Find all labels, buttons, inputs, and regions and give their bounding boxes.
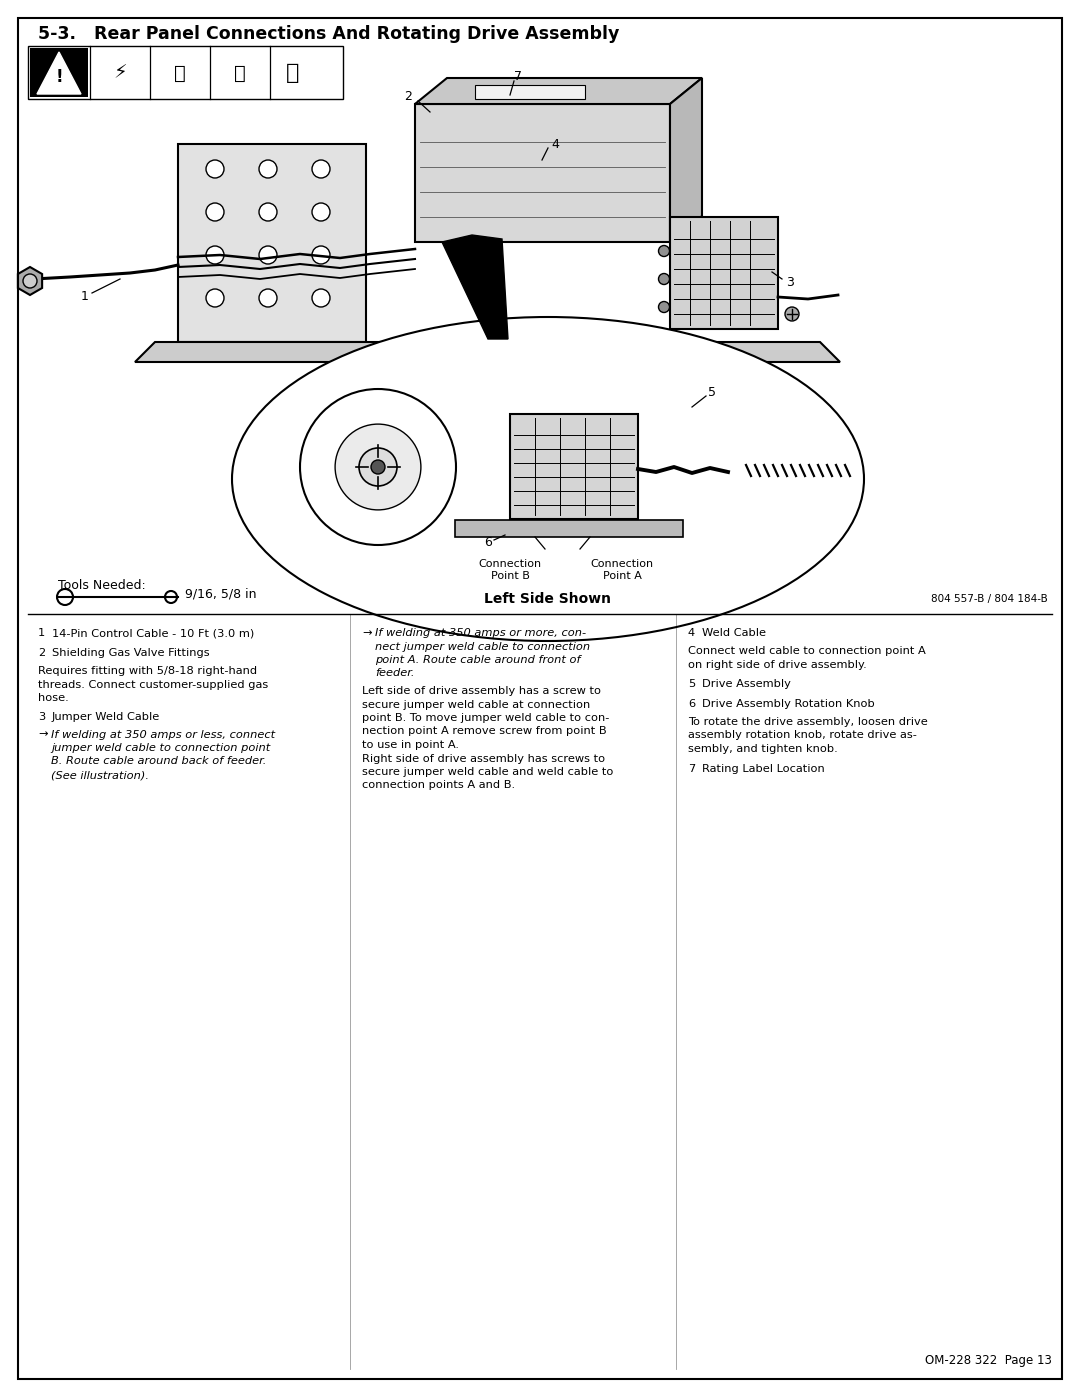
Text: point B. To move jumper weld cable to con-: point B. To move jumper weld cable to co…: [362, 712, 609, 724]
Text: 3: 3: [786, 275, 794, 289]
Text: Jumper Weld Cable: Jumper Weld Cable: [52, 711, 160, 721]
Text: (See illustration).: (See illustration).: [51, 770, 149, 780]
Text: nection point A remove screw from point B: nection point A remove screw from point …: [362, 726, 607, 736]
Text: secure jumper weld cable at connection: secure jumper weld cable at connection: [362, 700, 591, 710]
Polygon shape: [670, 78, 702, 242]
Bar: [415, 103, 670, 242]
Text: Tools Needed:: Tools Needed:: [58, 578, 146, 592]
Text: threads. Connect customer-supplied gas: threads. Connect customer-supplied gas: [38, 679, 268, 690]
Text: on right side of drive assembly.: on right side of drive assembly.: [688, 659, 867, 669]
Text: To rotate the drive assembly, loosen drive: To rotate the drive assembly, loosen dri…: [688, 717, 928, 726]
Text: 2: 2: [38, 648, 45, 658]
Circle shape: [312, 246, 330, 264]
Circle shape: [659, 274, 670, 285]
Bar: [30, 47, 87, 96]
Text: →: →: [362, 629, 372, 638]
Text: 14-Pin Control Cable - 10 Ft (3.0 m): 14-Pin Control Cable - 10 Ft (3.0 m): [52, 629, 254, 638]
Circle shape: [206, 289, 224, 307]
Text: 5: 5: [708, 387, 716, 400]
Text: 7: 7: [688, 764, 696, 774]
Circle shape: [57, 590, 73, 605]
Bar: [455, 520, 683, 536]
Circle shape: [259, 246, 276, 264]
Text: 1: 1: [38, 629, 45, 638]
Text: feeder.: feeder.: [375, 669, 415, 679]
Polygon shape: [442, 235, 508, 339]
Text: 7: 7: [514, 70, 522, 84]
Bar: [670, 217, 778, 330]
Circle shape: [312, 203, 330, 221]
Text: hose.: hose.: [38, 693, 69, 703]
Text: jumper weld cable to connection point: jumper weld cable to connection point: [51, 743, 270, 753]
Circle shape: [206, 246, 224, 264]
Circle shape: [259, 203, 276, 221]
Text: 5: 5: [688, 679, 696, 689]
Text: !: !: [55, 68, 63, 87]
Text: Connect weld cable to connection point A: Connect weld cable to connection point A: [688, 645, 926, 657]
Polygon shape: [415, 78, 702, 103]
Polygon shape: [135, 342, 840, 362]
Bar: [178, 144, 366, 342]
Text: 🧑: 🧑: [234, 63, 246, 82]
Text: 6: 6: [688, 698, 696, 710]
Circle shape: [785, 307, 799, 321]
Text: 2: 2: [404, 91, 411, 103]
Bar: [28, 46, 343, 99]
Text: 1: 1: [81, 291, 89, 303]
Bar: [475, 85, 585, 99]
Text: assembly rotation knob, rotate drive as-: assembly rotation knob, rotate drive as-: [688, 731, 917, 740]
Text: sembly, and tighten knob.: sembly, and tighten knob.: [688, 745, 838, 754]
Text: 9/16, 5/8 in: 9/16, 5/8 in: [185, 588, 257, 601]
Text: connection points A and B.: connection points A and B.: [362, 781, 515, 791]
Circle shape: [206, 203, 224, 221]
Text: Connection
Point B: Connection Point B: [478, 559, 541, 581]
Text: 5-3.   Rear Panel Connections And Rotating Drive Assembly: 5-3. Rear Panel Connections And Rotating…: [38, 25, 619, 43]
Text: If welding at 350 amps or more, con-: If welding at 350 amps or more, con-: [375, 629, 586, 638]
Text: Drive Assembly Rotation Knob: Drive Assembly Rotation Knob: [702, 698, 875, 710]
Text: Drive Assembly: Drive Assembly: [702, 679, 791, 689]
Text: nect jumper weld cable to connection: nect jumper weld cable to connection: [375, 641, 590, 651]
Polygon shape: [18, 267, 42, 295]
Text: 4: 4: [688, 629, 696, 638]
Text: Left side of drive assembly has a screw to: Left side of drive assembly has a screw …: [362, 686, 600, 696]
Circle shape: [372, 460, 384, 474]
Text: B. Route cable around back of feeder.: B. Route cable around back of feeder.: [51, 757, 267, 767]
Circle shape: [659, 246, 670, 257]
Polygon shape: [37, 52, 81, 94]
Circle shape: [206, 161, 224, 177]
Circle shape: [259, 161, 276, 177]
Text: Rating Label Location: Rating Label Location: [702, 764, 825, 774]
Circle shape: [312, 161, 330, 177]
Text: Shielding Gas Valve Fittings: Shielding Gas Valve Fittings: [52, 648, 210, 658]
Text: Weld Cable: Weld Cable: [702, 629, 766, 638]
Text: 3: 3: [38, 711, 45, 721]
Bar: [510, 414, 638, 520]
Circle shape: [312, 289, 330, 307]
Text: 6: 6: [484, 535, 491, 549]
Text: point A. Route cable around front of: point A. Route cable around front of: [375, 655, 581, 665]
Text: Connection
Point A: Connection Point A: [591, 559, 653, 581]
Text: 804 557-B / 804 184-B: 804 557-B / 804 184-B: [931, 594, 1048, 604]
Circle shape: [23, 274, 37, 288]
Text: 〰: 〰: [286, 63, 299, 82]
Circle shape: [165, 591, 177, 604]
Text: Requires fitting with 5/8-18 right-hand: Requires fitting with 5/8-18 right-hand: [38, 666, 257, 676]
Circle shape: [335, 425, 421, 510]
Ellipse shape: [232, 317, 864, 641]
Text: If welding at 350 amps or less, connect: If welding at 350 amps or less, connect: [51, 729, 275, 739]
Text: →: →: [38, 729, 48, 739]
Text: to use in point A.: to use in point A.: [362, 740, 459, 750]
Text: 💥: 💥: [174, 63, 186, 82]
Text: ⚡: ⚡: [113, 63, 126, 82]
Text: Right side of drive assembly has screws to: Right side of drive assembly has screws …: [362, 753, 605, 764]
Circle shape: [359, 448, 397, 486]
Circle shape: [659, 302, 670, 313]
Circle shape: [300, 388, 456, 545]
Circle shape: [259, 289, 276, 307]
Text: Left Side Shown: Left Side Shown: [485, 592, 611, 606]
Text: 4: 4: [551, 138, 559, 151]
Text: secure jumper weld cable and weld cable to: secure jumper weld cable and weld cable …: [362, 767, 613, 777]
Text: OM-228 322  Page 13: OM-228 322 Page 13: [926, 1354, 1052, 1368]
